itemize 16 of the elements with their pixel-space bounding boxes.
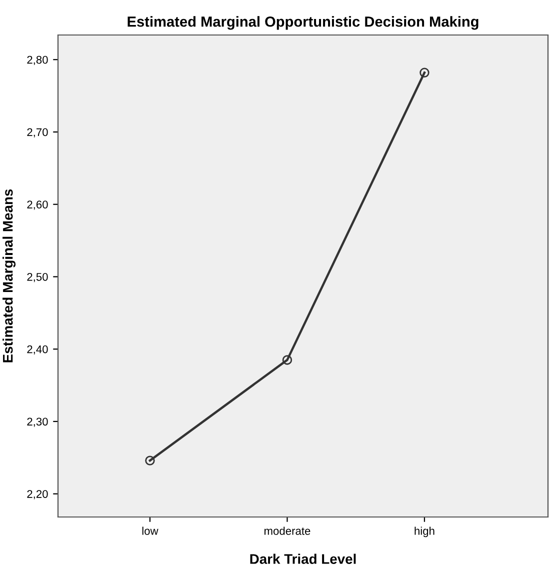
y-tick-label: 2,70 [27,128,48,138]
x-tick-label: low [142,526,158,535]
y-tick-label: 2,30 [27,418,48,427]
x-tick-label: high [414,526,434,538]
point [282,355,292,365]
y-tick-label: 2,60 [27,200,48,210]
y-tick-label: 2,40 [27,345,48,355]
y-tick-label: 2,50 [27,272,48,282]
y-axis-title: Estimated Marginal Means [2,189,16,362]
y-tick-label: 2,80 [27,56,48,66]
y-tick-label: 2,20 [27,490,48,500]
point [145,456,155,466]
chart-title: Estimated Marginal Opportunistic Decision Making [128,16,478,30]
x-tick-label: moderate [264,526,310,535]
point [420,68,430,78]
x-axis-title: Dark Triad Level [250,554,356,564]
